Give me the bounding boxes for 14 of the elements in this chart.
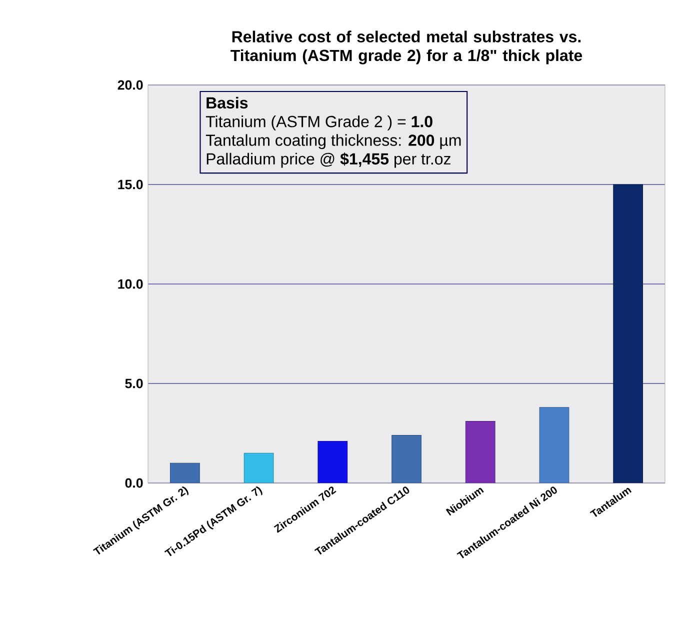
chart-title: Relative cost of selected metal substrates vs. Titanium (ASTM grade 2) for a 1/8" thick plate bbox=[230, 30, 582, 64]
y-tick-label: 10.0 bbox=[118, 279, 143, 289]
annotation: Basis bbox=[206, 96, 248, 109]
annotation: Titanium (ASTM Grade 2 ) = 1.0 bbox=[206, 116, 432, 130]
y-tick-label: 5.0 bbox=[125, 378, 143, 388]
annotation: Tantalum coating thickness: 200 µm bbox=[206, 134, 461, 150]
bar bbox=[392, 434, 422, 483]
y-tick-label: 0.0 bbox=[125, 478, 143, 488]
annotation: Palladium price @ $1,455 per tr.oz bbox=[206, 152, 450, 168]
bar bbox=[318, 440, 348, 483]
y-tick-label: 15.0 bbox=[118, 180, 143, 190]
y-tick-label: 20.0 bbox=[118, 80, 143, 90]
bar bbox=[613, 184, 644, 483]
bar bbox=[244, 452, 274, 483]
